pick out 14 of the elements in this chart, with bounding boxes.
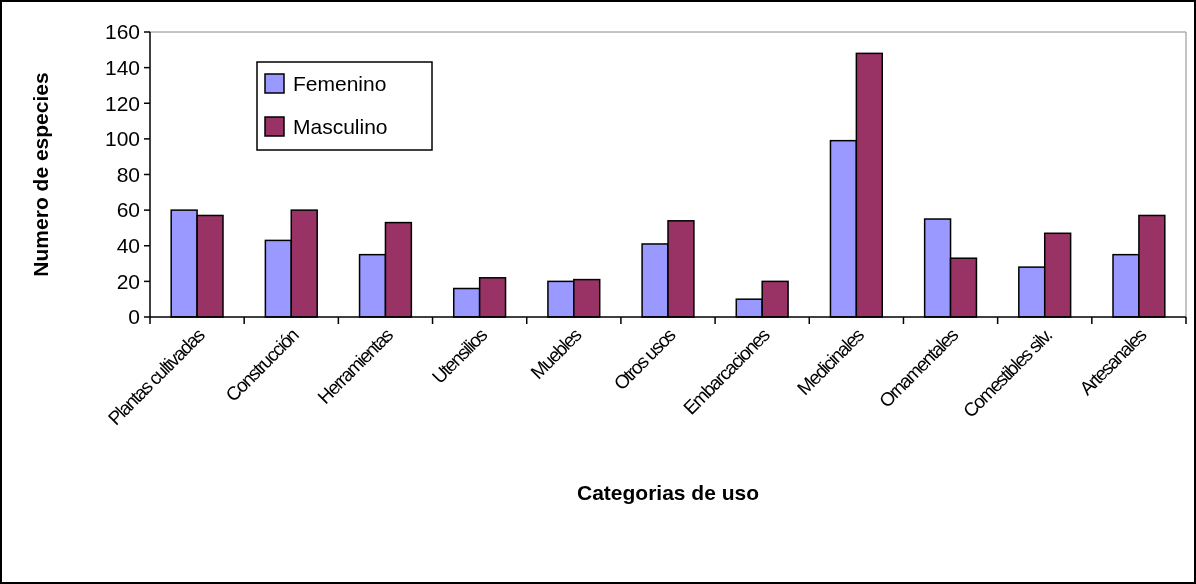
legend-label: Masculino (293, 115, 388, 139)
y-tick-label: 120 (104, 91, 140, 115)
x-axis-title: Categorias de uso (576, 481, 760, 504)
x-tick-label: Otros usos (609, 324, 680, 395)
y-tick-label: 0 (128, 305, 140, 329)
y-tick-label: 40 (116, 234, 140, 258)
y-tick-label: 80 (116, 162, 140, 186)
legend-label: Femenino (293, 72, 387, 96)
y-tick-label: 20 (116, 269, 140, 293)
y-tick-label: 160 (104, 20, 140, 44)
y-tick-label: 60 (116, 198, 140, 222)
y-axis-title: Numero de especies (29, 72, 52, 277)
y-tick-label: 100 (104, 127, 140, 151)
y-tick-label: 140 (104, 55, 140, 79)
